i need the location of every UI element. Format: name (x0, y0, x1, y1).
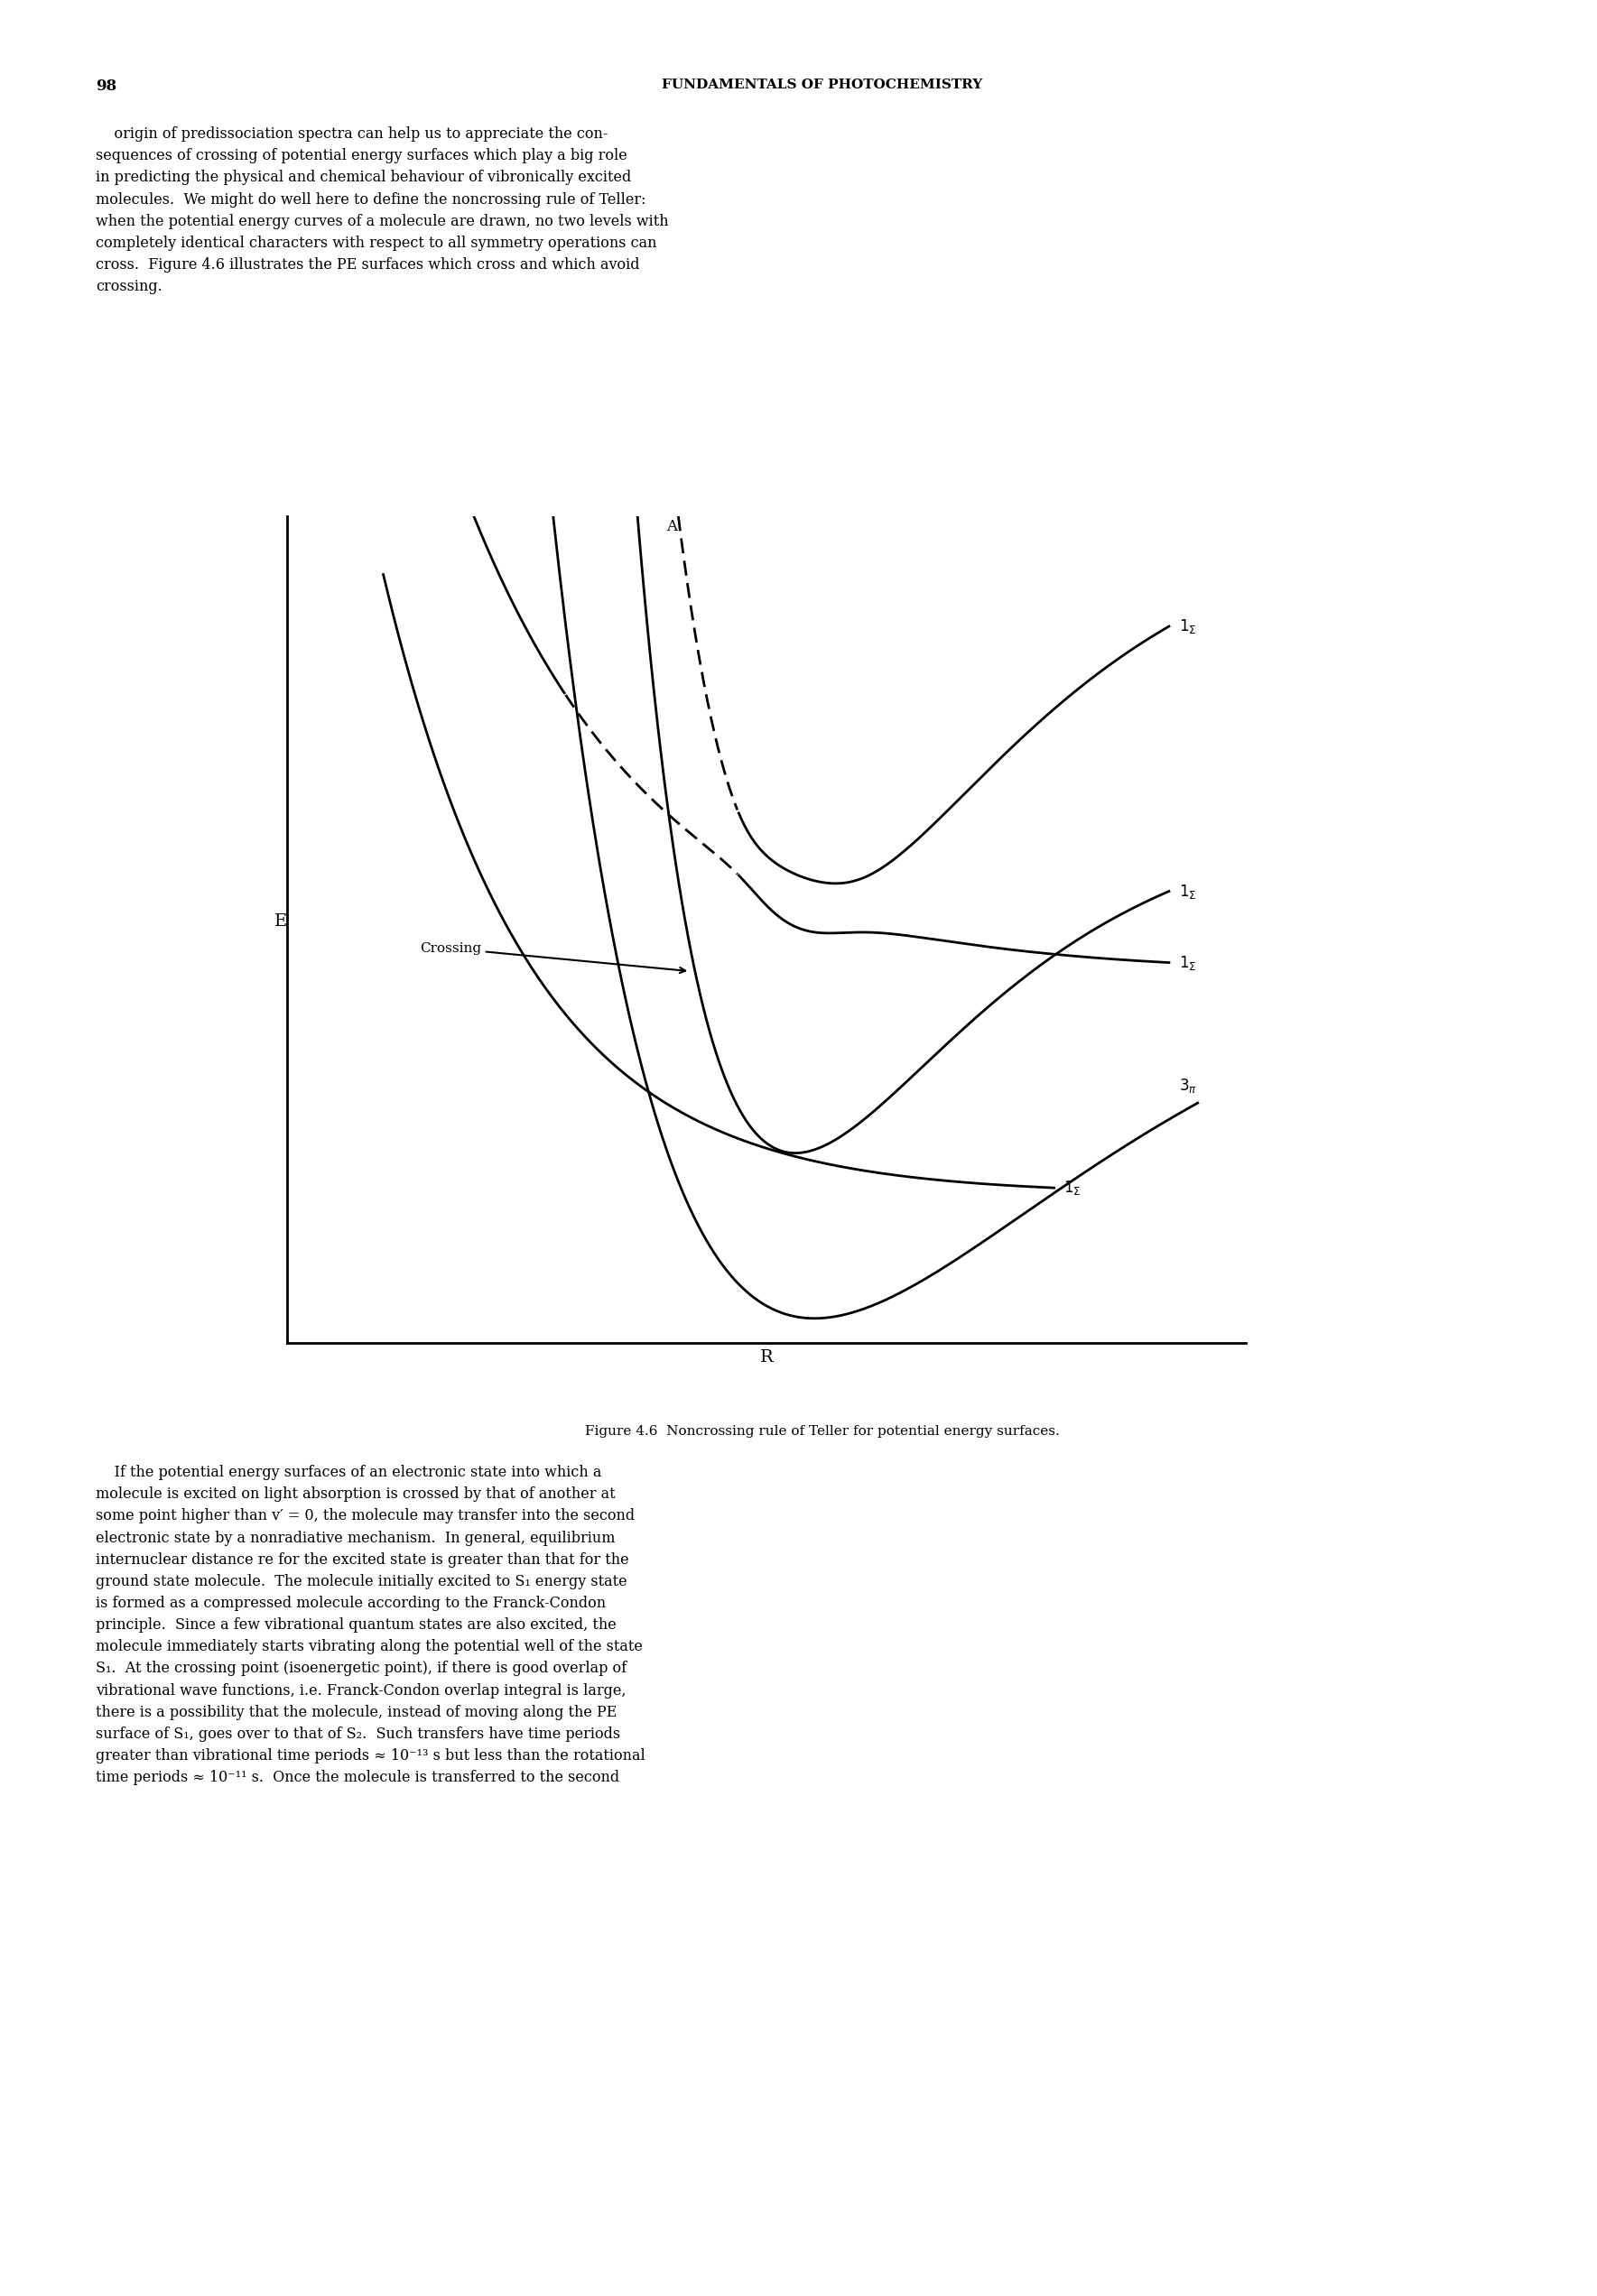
Text: Figure 4.6  Noncrossing rule of Teller for potential energy surfaces.: Figure 4.6 Noncrossing rule of Teller fo… (585, 1426, 1060, 1437)
Text: Crossing: Crossing (420, 941, 685, 974)
Text: A: A (666, 519, 677, 535)
X-axis label: R: R (760, 1350, 773, 1366)
Y-axis label: E: E (275, 914, 287, 930)
Text: $1_\Sigma$: $1_\Sigma$ (1064, 1178, 1081, 1196)
Text: FUNDAMENTALS OF PHOTOCHEMISTRY: FUNDAMENTALS OF PHOTOCHEMISTRY (663, 78, 982, 92)
Text: If the potential energy surfaces of an electronic state into which a
molecule is: If the potential energy surfaces of an e… (96, 1465, 645, 1786)
Text: origin of predissociation spectra can help us to appreciate the con-
sequences o: origin of predissociation spectra can he… (96, 126, 669, 294)
Text: 98: 98 (96, 78, 117, 94)
Text: $3_\pi$: $3_\pi$ (1179, 1077, 1196, 1095)
Text: $1_\Sigma$: $1_\Sigma$ (1179, 618, 1196, 636)
Text: $1_\Sigma$: $1_\Sigma$ (1179, 953, 1196, 971)
Text: $1_\Sigma$: $1_\Sigma$ (1179, 882, 1196, 900)
